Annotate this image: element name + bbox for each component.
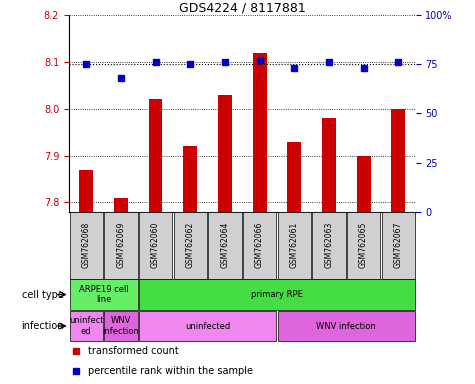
- Bar: [139, 280, 415, 310]
- Text: GSM762068: GSM762068: [82, 222, 91, 268]
- Text: ARPE19 cell
line: ARPE19 cell line: [79, 285, 128, 304]
- Text: GSM762066: GSM762066: [255, 222, 264, 268]
- Text: cell type: cell type: [22, 290, 64, 300]
- Text: uninfect
ed: uninfect ed: [69, 316, 104, 336]
- Bar: [173, 212, 207, 279]
- Text: GSM762064: GSM762064: [220, 222, 229, 268]
- Text: WNV infection: WNV infection: [316, 321, 376, 331]
- Text: primary RPE: primary RPE: [251, 290, 303, 299]
- Text: transformed count: transformed count: [88, 346, 179, 356]
- Bar: [69, 212, 103, 279]
- Bar: [381, 212, 415, 279]
- Bar: [277, 212, 311, 279]
- Bar: [79, 169, 93, 212]
- Text: GSM762062: GSM762062: [186, 222, 195, 268]
- Text: percentile rank within the sample: percentile rank within the sample: [88, 366, 253, 376]
- Text: GSM762063: GSM762063: [324, 222, 333, 268]
- Text: uninfected: uninfected: [185, 321, 230, 331]
- Bar: [218, 95, 232, 212]
- Bar: [287, 141, 301, 212]
- Bar: [277, 311, 415, 341]
- Bar: [312, 212, 346, 279]
- Title: GDS4224 / 8117881: GDS4224 / 8117881: [179, 1, 305, 14]
- Bar: [347, 212, 380, 279]
- Bar: [69, 280, 138, 310]
- Bar: [139, 311, 276, 341]
- Bar: [322, 118, 336, 212]
- Bar: [391, 109, 405, 212]
- Bar: [183, 146, 197, 212]
- Text: GSM762061: GSM762061: [290, 222, 299, 268]
- Bar: [149, 99, 162, 212]
- Bar: [114, 197, 128, 212]
- Bar: [243, 212, 276, 279]
- Text: GSM762067: GSM762067: [394, 222, 403, 268]
- Text: GSM762065: GSM762065: [359, 222, 368, 268]
- Bar: [139, 212, 172, 279]
- Bar: [104, 212, 138, 279]
- Text: WNV
infection: WNV infection: [103, 316, 139, 336]
- Text: infection: infection: [22, 321, 64, 331]
- Bar: [357, 156, 371, 212]
- Text: GSM762060: GSM762060: [151, 222, 160, 268]
- Bar: [104, 311, 138, 341]
- Bar: [69, 311, 103, 341]
- Bar: [208, 212, 242, 279]
- Bar: [253, 53, 266, 212]
- Text: GSM762069: GSM762069: [116, 222, 125, 268]
